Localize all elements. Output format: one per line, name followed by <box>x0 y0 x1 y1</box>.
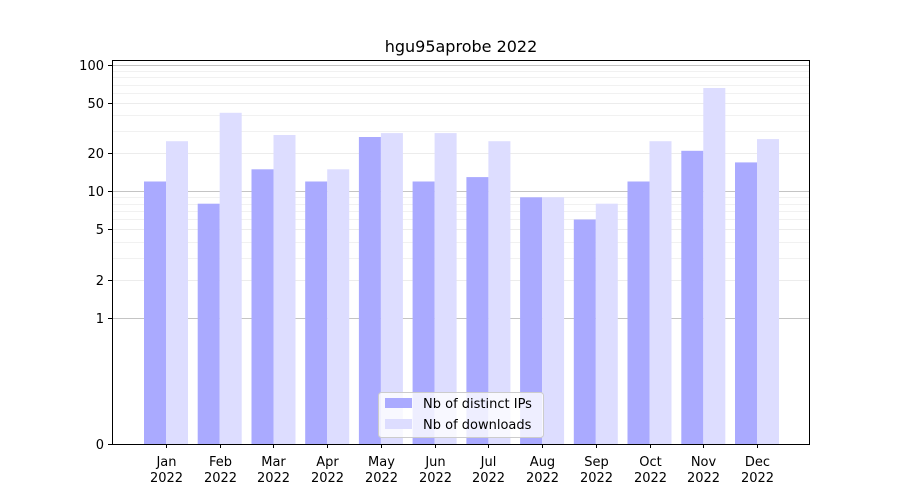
chart-title: hgu95aprobe 2022 <box>385 37 538 56</box>
plot-frame <box>112 60 810 445</box>
x-tick-label: Aug 2022 <box>526 455 559 486</box>
x-tick-label: Jan 2022 <box>150 455 183 486</box>
y-axis: 0 1 2 5 10 20 50 100 <box>79 59 112 453</box>
x-tick-label: Nov 2022 <box>687 455 720 486</box>
x-tick-label: Mar 2022 <box>257 455 290 486</box>
x-tick-label: Sep 2022 <box>580 455 613 486</box>
bar-downloads <box>595 203 618 444</box>
legend: Nb of distinct IPs Nb of downloads <box>378 392 544 438</box>
bar-downloads <box>703 88 726 444</box>
y-tick-label: 2 <box>96 274 104 289</box>
bar-distinct-ips <box>681 150 704 445</box>
bar-downloads <box>542 197 565 444</box>
bar-distinct-ips <box>251 169 274 445</box>
legend-swatch <box>385 419 412 429</box>
bar-distinct-ips <box>466 177 489 444</box>
bar-downloads <box>488 141 511 444</box>
x-axis: Jan 2022 Feb 2022 Mar 2022 Apr 2022 May 2022 Jun 20… <box>150 444 774 486</box>
legend-label: Nb of distinct IPs <box>423 397 532 412</box>
x-tick-label: Jul 2022 <box>472 455 505 486</box>
bar-downloads <box>273 135 296 444</box>
y-tick-label: 10 <box>87 185 104 200</box>
bar-distinct-ips <box>197 203 220 444</box>
x-tick-label: Dec 2022 <box>741 455 774 486</box>
bar-distinct-ips <box>573 219 596 444</box>
bar-downloads <box>757 139 779 444</box>
x-tick-label: May 2022 <box>365 455 398 486</box>
bar-downloads <box>219 112 242 445</box>
bars <box>144 88 779 445</box>
bar-distinct-ips <box>144 181 166 444</box>
bar-distinct-ips <box>305 181 328 444</box>
y-tick-label: 1 <box>96 312 104 327</box>
bar-downloads <box>327 169 350 445</box>
legend-label: Nb of downloads <box>423 418 532 433</box>
y-tick-label: 5 <box>96 223 104 238</box>
legend-box <box>378 392 544 438</box>
bar-distinct-ips <box>358 137 381 444</box>
bar-distinct-ips <box>627 181 650 444</box>
bar-downloads <box>380 133 403 444</box>
y-tick-label: 0 <box>96 438 104 453</box>
bar-downloads <box>649 141 672 444</box>
legend-swatch <box>385 398 412 408</box>
bar-distinct-ips <box>735 162 757 444</box>
y-tick-label: 50 <box>87 97 104 112</box>
bar-distinct-ips <box>412 181 435 444</box>
y-tick-label: 20 <box>87 147 104 162</box>
x-tick-label: Oct 2022 <box>634 455 667 486</box>
bar-distinct-ips <box>520 197 543 444</box>
x-tick-label: Apr 2022 <box>311 455 344 486</box>
y-tick-label: 100 <box>79 59 104 74</box>
x-tick-label: Jun 2022 <box>419 455 452 486</box>
x-tick-label: Feb 2022 <box>204 455 237 486</box>
bar-downloads <box>166 141 188 444</box>
bar-downloads <box>434 133 457 444</box>
